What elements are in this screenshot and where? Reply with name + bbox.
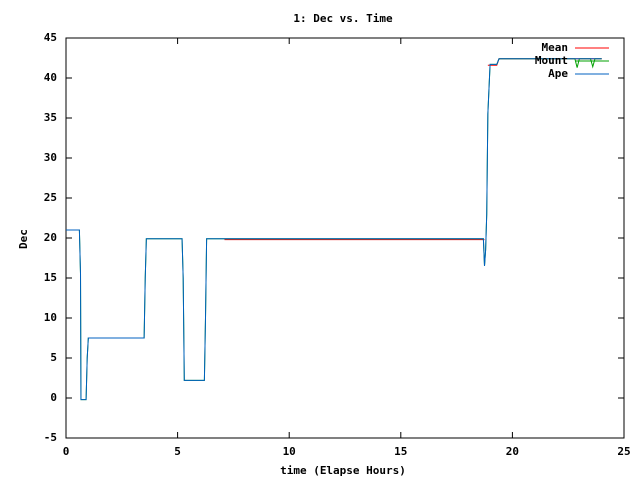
legend-label: Mount	[535, 54, 568, 67]
x-tick-label: 15	[394, 445, 407, 458]
y-tick-label: 30	[44, 151, 57, 164]
y-tick-label: 10	[44, 311, 57, 324]
y-tick-label: 15	[44, 271, 57, 284]
x-tick-label: 5	[174, 445, 181, 458]
y-tick-label: 45	[44, 31, 57, 44]
y-tick-label: 20	[44, 231, 57, 244]
y-axis-label: Dec	[17, 229, 30, 249]
y-tick-label: 5	[50, 351, 57, 364]
x-tick-label: 10	[283, 445, 296, 458]
y-tick-label: 0	[50, 391, 57, 404]
legend-label: Ape	[548, 67, 568, 80]
y-tick-label: 35	[44, 111, 57, 124]
y-tick-label: -5	[44, 431, 57, 444]
legend-label: Mean	[542, 41, 569, 54]
y-tick-label: 25	[44, 191, 57, 204]
series-line	[66, 58, 602, 401]
x-tick-label: 20	[506, 445, 519, 458]
x-axis-label: time (Elapse Hours)	[280, 464, 406, 477]
chart-title: 1: Dec vs. Time	[293, 12, 393, 25]
x-tick-label: 25	[617, 445, 630, 458]
y-tick-label: 40	[44, 71, 57, 84]
x-tick-label: 0	[63, 445, 70, 458]
